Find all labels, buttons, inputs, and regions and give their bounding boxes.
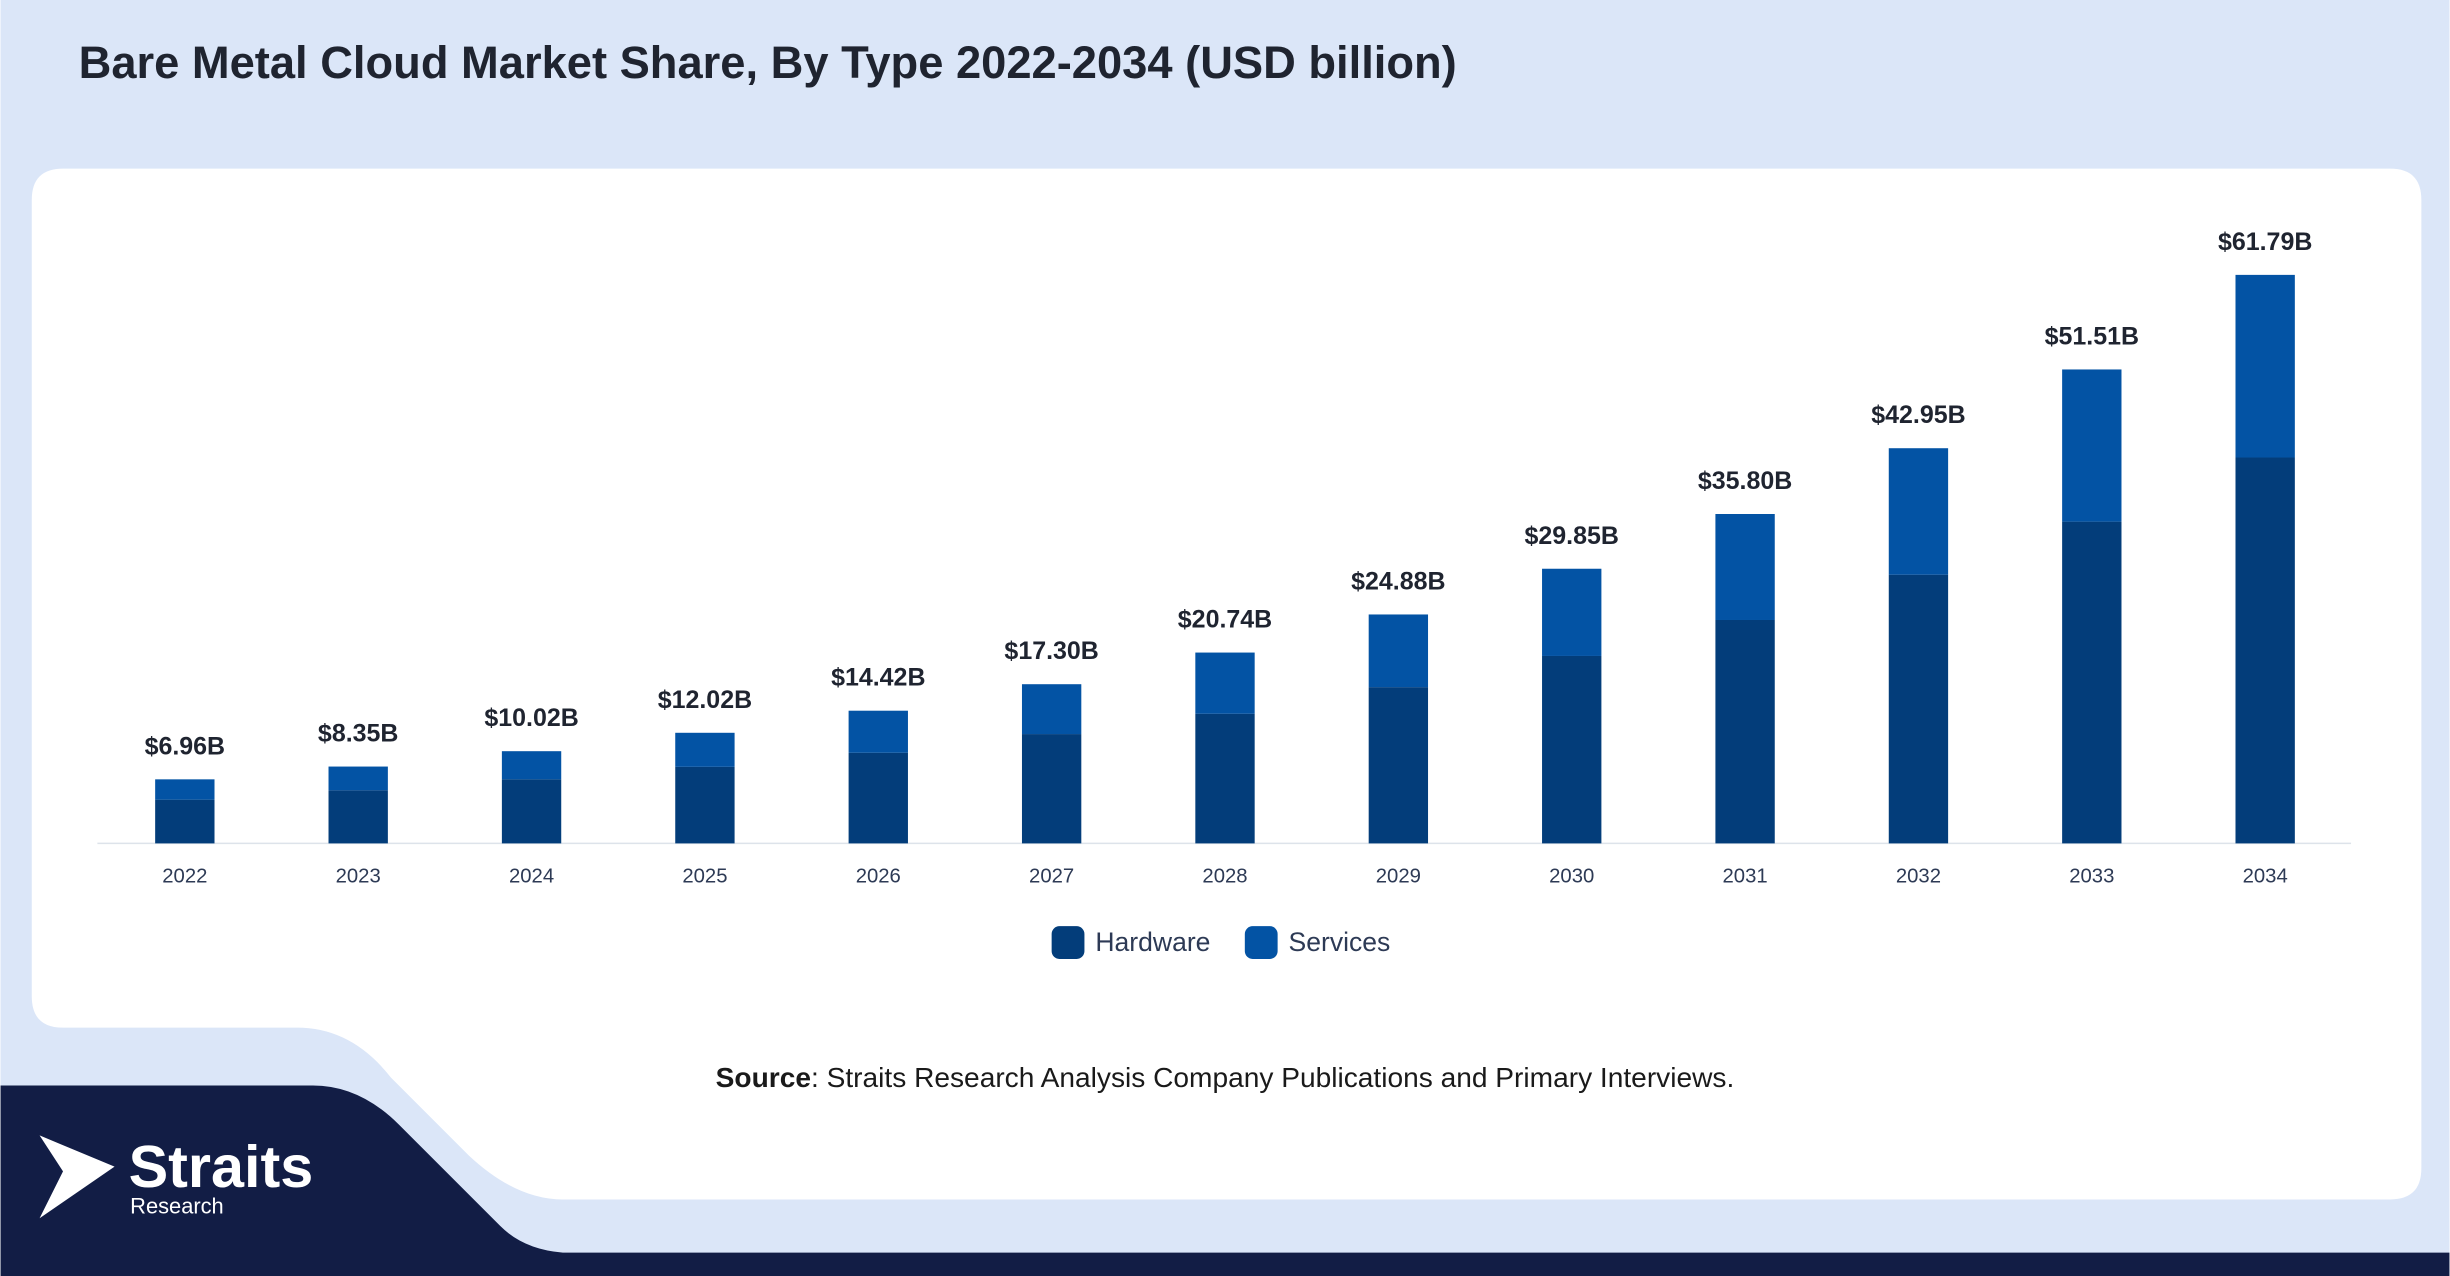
total-label: $8.35B xyxy=(318,720,399,748)
source-text: : Straits Research Analysis Company Publ… xyxy=(811,1062,1734,1093)
bar-segment xyxy=(2235,274,2295,458)
bar-segment xyxy=(2062,369,2122,522)
logo-sub: Research xyxy=(130,1194,224,1219)
logo-icon xyxy=(39,1135,115,1219)
source: Source: Straits Research Analysis Compan… xyxy=(716,1062,1735,1093)
bar-segment xyxy=(1715,619,1775,844)
total-label: $24.88B xyxy=(1351,567,1445,595)
bar-segment xyxy=(1888,574,1949,844)
bar-segment xyxy=(1021,684,1082,735)
x-tick-label: 2034 xyxy=(2243,865,2288,887)
x-tick-label: 2030 xyxy=(1549,865,1594,887)
total-label: $51.51B xyxy=(2045,322,2139,350)
bar-segment xyxy=(848,710,908,753)
total-label: $17.30B xyxy=(1004,637,1098,665)
bar-segment xyxy=(155,799,215,844)
legend-label: Hardware xyxy=(1095,927,1210,957)
legend-label: Services xyxy=(1289,927,1391,957)
logo-name: Straits xyxy=(129,1133,314,1200)
total-label: $10.02B xyxy=(484,704,578,732)
source-label: Source xyxy=(716,1062,811,1093)
bar-segment xyxy=(1368,687,1429,844)
total-label: $14.42B xyxy=(831,664,925,692)
bar-segment xyxy=(675,766,735,844)
bar-segment xyxy=(501,751,562,780)
bar-segment xyxy=(1195,652,1255,714)
bar-segment xyxy=(2062,521,2122,844)
footer-band xyxy=(0,1085,2450,1276)
legend-swatch xyxy=(1244,926,1278,959)
legend-swatch xyxy=(1051,926,1085,959)
bar-segment xyxy=(1888,448,1949,575)
x-tick-label: 2023 xyxy=(336,865,381,887)
total-label: $61.79B xyxy=(2218,228,2312,256)
bar-segment xyxy=(1715,514,1775,620)
bar-segment xyxy=(1542,568,1602,656)
bar-segment xyxy=(1195,713,1255,844)
total-label: $6.96B xyxy=(145,732,226,760)
total-label: $29.85B xyxy=(1525,522,1619,550)
x-tick-label: 2033 xyxy=(2069,865,2114,887)
bar-segment xyxy=(501,779,562,844)
total-label: $12.02B xyxy=(658,686,752,714)
x-tick-label: 2024 xyxy=(509,865,554,887)
total-label: $42.95B xyxy=(1871,401,1965,429)
bar-segment xyxy=(1021,734,1082,844)
x-tick-label: 2031 xyxy=(1723,865,1768,887)
x-tick-label: 2029 xyxy=(1376,865,1421,887)
bar-segment xyxy=(328,766,388,791)
x-tick-label: 2022 xyxy=(162,865,207,887)
bar-segment xyxy=(155,779,215,800)
bar-segment xyxy=(848,752,908,844)
x-tick-label: 2026 xyxy=(856,865,901,887)
bar-segment xyxy=(1542,655,1602,844)
total-label: $20.74B xyxy=(1178,606,1272,634)
x-tick-label: 2025 xyxy=(682,865,727,887)
x-tick-label: 2027 xyxy=(1029,865,1074,887)
bar-segment xyxy=(1368,614,1429,688)
bar-segment xyxy=(675,732,735,767)
x-tick-label: 2028 xyxy=(1202,865,1247,887)
bar-segment xyxy=(2235,457,2295,844)
chart-title: Bare Metal Cloud Market Share, By Type 2… xyxy=(79,37,1457,88)
total-label: $35.80B xyxy=(1698,467,1792,495)
bar-segment xyxy=(328,790,388,844)
x-tick-label: 2032 xyxy=(1896,865,1941,887)
